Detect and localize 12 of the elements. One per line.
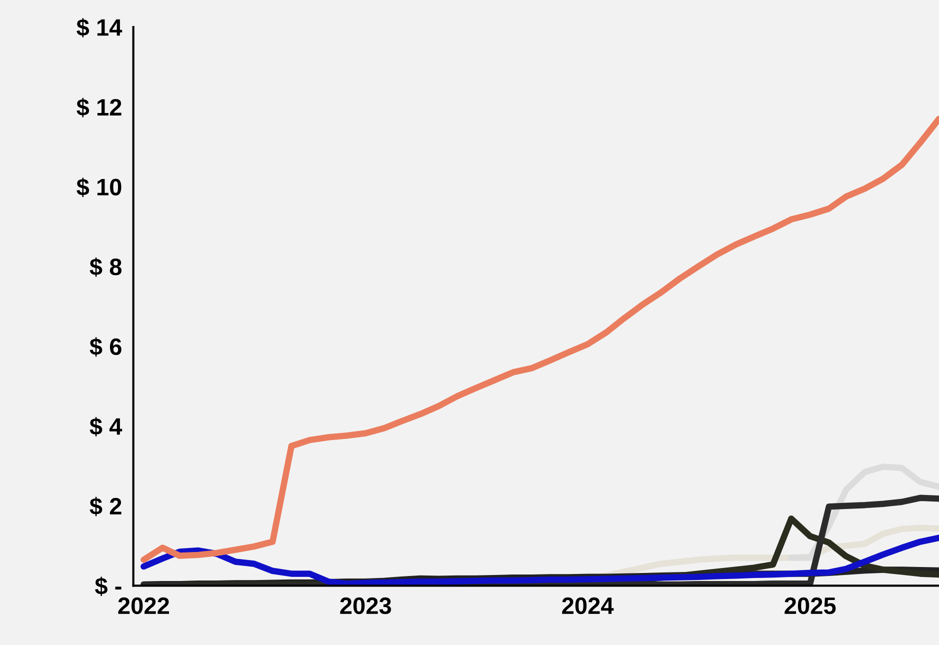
y-tick-label: $ 10 — [76, 178, 122, 197]
y-tick-label: $ - — [94, 576, 122, 596]
y-tick-label: $ 4 — [90, 417, 122, 436]
x-tick-label: 2022 — [118, 597, 169, 614]
x-tick-label: 2023 — [340, 597, 392, 614]
y-tick-label: $ 2 — [90, 496, 122, 516]
x-tick-label: 2025 — [784, 597, 836, 614]
y-tick-label: $ 12 — [76, 98, 122, 118]
y-tick-label: $ 8 — [90, 258, 122, 277]
y-tick-label: $ 6 — [90, 337, 122, 357]
y-tick-label: $ 14 — [76, 18, 122, 38]
x-tick-label: 2024 — [562, 597, 614, 614]
